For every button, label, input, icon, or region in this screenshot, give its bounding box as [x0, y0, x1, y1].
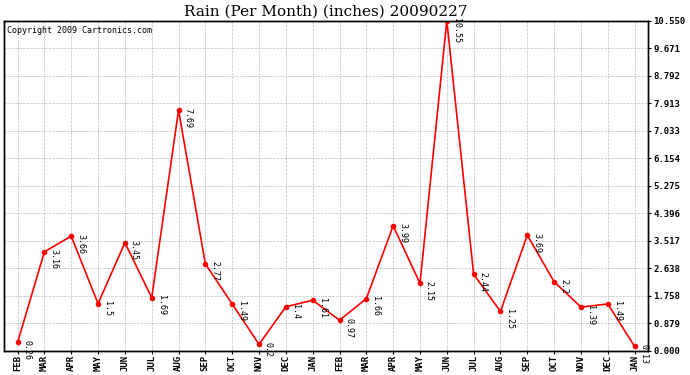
- Text: 1.5: 1.5: [103, 301, 112, 316]
- Text: 1.4: 1.4: [290, 304, 299, 319]
- Title: Rain (Per Month) (inches) 20090227: Rain (Per Month) (inches) 20090227: [184, 4, 468, 18]
- Text: 2.15: 2.15: [425, 281, 434, 301]
- Text: Copyright 2009 Cartronics.com: Copyright 2009 Cartronics.com: [8, 26, 152, 34]
- Text: 1.49: 1.49: [237, 302, 246, 321]
- Text: 0.13: 0.13: [640, 344, 649, 364]
- Text: 0.26: 0.26: [22, 340, 32, 360]
- Text: 1.69: 1.69: [157, 295, 166, 315]
- Text: 1.49: 1.49: [613, 302, 622, 321]
- Text: 0.97: 0.97: [344, 318, 353, 338]
- Text: 2.44: 2.44: [478, 272, 487, 292]
- Text: 2.77: 2.77: [210, 261, 219, 282]
- Text: 1.61: 1.61: [317, 298, 326, 318]
- Text: 3.16: 3.16: [49, 249, 58, 269]
- Text: 3.45: 3.45: [130, 240, 139, 260]
- Text: 0.2: 0.2: [264, 342, 273, 357]
- Text: 7.69: 7.69: [184, 108, 193, 128]
- Text: 10.55: 10.55: [452, 18, 461, 43]
- Text: 1.39: 1.39: [586, 304, 595, 325]
- Text: 3.69: 3.69: [532, 232, 541, 253]
- Text: 1.25: 1.25: [505, 309, 514, 329]
- Text: 2.2: 2.2: [559, 279, 568, 294]
- Text: 3.99: 3.99: [398, 223, 407, 243]
- Text: 3.66: 3.66: [76, 234, 85, 254]
- Text: 1.66: 1.66: [371, 296, 380, 316]
